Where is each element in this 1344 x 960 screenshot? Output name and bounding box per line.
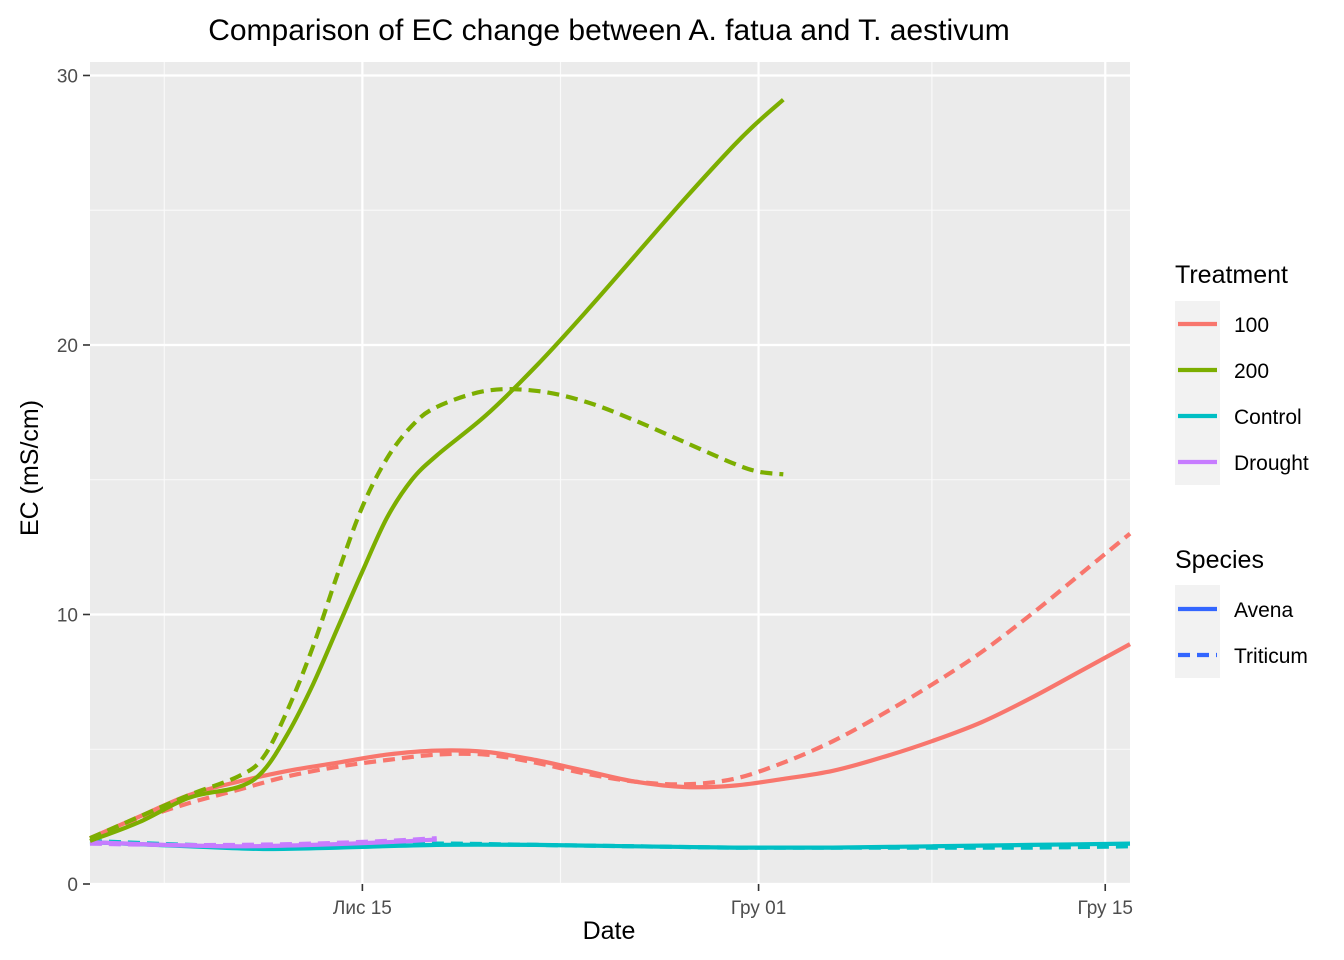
y-axis: 0 10 20 30 — [57, 66, 90, 896]
series-layer — [89, 98, 1132, 852]
x-axis-title: Date — [583, 917, 636, 945]
series-line-drought-triticum — [89, 836, 437, 848]
legend-label: 200 — [1234, 360, 1269, 383]
grid-minor — [90, 62, 1130, 884]
legend-treatment-keys: 100 200 Control Drought — [1178, 314, 1309, 475]
y-tick-label: 0 — [67, 875, 78, 896]
legend-key-background-species — [1175, 585, 1220, 678]
x-tick-label: Гру 01 — [731, 898, 787, 919]
y-tick-label: 30 — [57, 66, 78, 87]
x-axis: Лис 15 Гру 01 Гру 15 — [333, 884, 1133, 919]
chart-title: Comparison of EC change between A. fatua… — [208, 14, 1010, 47]
plot-panel — [90, 62, 1130, 884]
legend-title-treatment: Treatment — [1175, 261, 1288, 289]
legend-key-background-treatment — [1175, 301, 1220, 485]
legend-title-species: Species — [1175, 546, 1264, 574]
legend-label: Avena — [1234, 599, 1293, 622]
series-line-control-triticum — [89, 838, 1131, 850]
grid-major — [90, 62, 1130, 886]
y-axis-title: EC (mS/cm) — [16, 400, 44, 536]
legend: Treatment 100 200 Control Drought Species A… — [1175, 261, 1309, 678]
series-line-200-triticum — [89, 387, 784, 841]
legend-label: 100 — [1234, 314, 1269, 337]
legend-species-keys: Avena Triticum — [1178, 599, 1308, 668]
legend-label: Triticum — [1234, 645, 1308, 668]
y-tick-label: 10 — [57, 605, 78, 626]
series-line-200-avena — [89, 98, 785, 843]
series-line-100-triticum — [89, 531, 1132, 841]
legend-label: Drought — [1234, 452, 1309, 475]
y-tick-label: 20 — [57, 336, 78, 357]
x-tick-label: Гру 15 — [1077, 898, 1133, 919]
legend-label: Control — [1234, 406, 1302, 429]
x-tick-label: Лис 15 — [333, 898, 392, 919]
